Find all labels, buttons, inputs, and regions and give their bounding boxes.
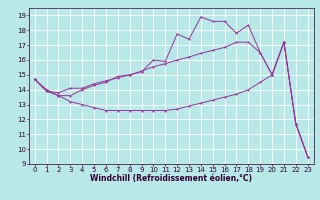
X-axis label: Windchill (Refroidissement éolien,°C): Windchill (Refroidissement éolien,°C) (90, 174, 252, 183)
